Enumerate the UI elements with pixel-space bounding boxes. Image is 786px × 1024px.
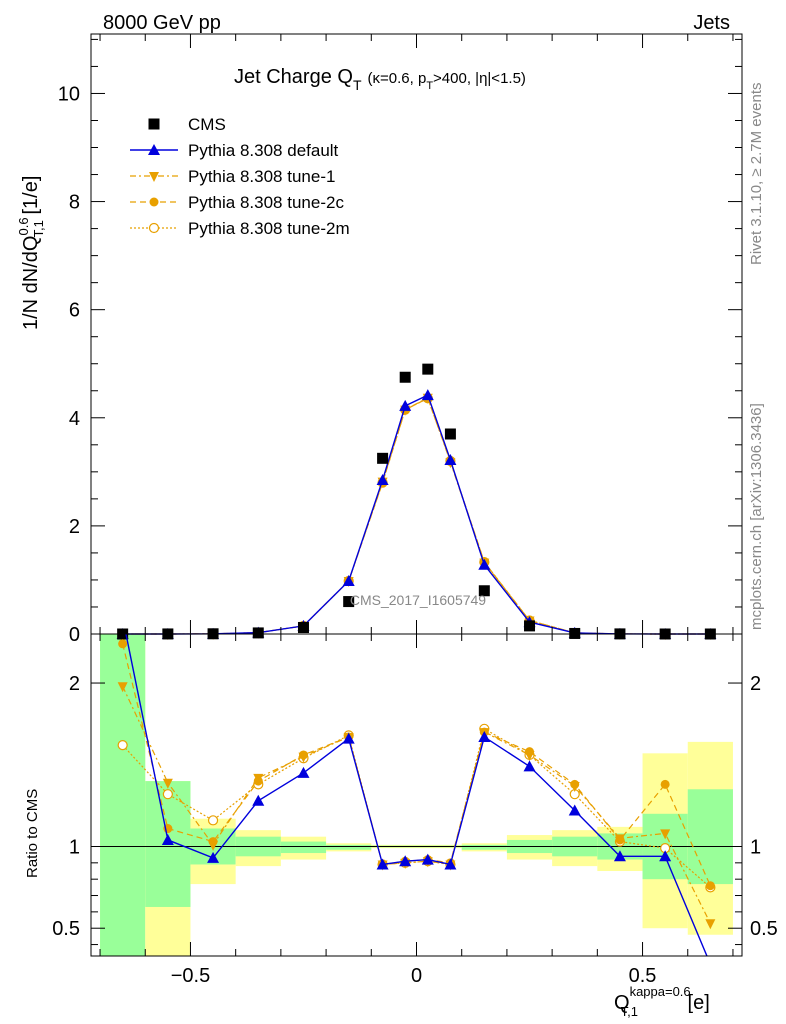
legend-label-tune2m: Pythia 8.308 tune-2m [188,219,350,238]
main-point-cms [478,585,490,597]
ratio-point-tune1 [614,834,625,845]
main-y-tick-label: 0 [69,624,80,646]
ratio-point-tune1 [117,682,128,693]
main-point-default [376,473,389,485]
ratio-line-default [125,634,708,956]
ratio-point-default [613,850,626,862]
legend-marker-cms [148,118,160,130]
legend-label-tune1: Pythia 8.308 tune-1 [188,167,335,186]
legend-marker-default [148,144,160,155]
ratio-y-tick-label-right: 2 [750,673,761,695]
ratio-point-default [297,766,310,778]
ratio-plot-series [117,634,716,956]
ratio-point-tune1 [162,778,173,789]
x-tick-label: −0.5 [171,965,210,987]
watermark-text: CMS_2017_I1605749 [350,592,486,608]
ratio-point-tune2c [118,639,128,649]
band-green-12 [687,789,733,885]
y-axis-label: 1/N dN/dQ0.6T,1 [1/e] [16,176,46,330]
ratio-point-default [252,794,265,806]
ratio-point-tune2c [705,881,715,891]
ratio-point-tune1 [569,782,580,793]
header-left: 8000 GeV pp [103,12,221,34]
rivet-label: Rivet 3.1.10, ≥ 2.7M events [748,83,765,266]
ratio-point-default [444,858,457,870]
ratio-point-default [568,804,581,816]
main-y-tick-label: 10 [58,83,80,105]
main-point-cms [524,620,536,632]
ratio-point-default [523,760,536,772]
ratio-point-tune2m [117,740,128,751]
x-axis-label: Qkappa=0.6 T,1 [e] [614,984,710,1019]
ratio-y-tick-label-right: 1 [750,836,761,858]
main-point-cms [422,363,434,375]
main-point-cms [399,371,411,383]
ratio-line-tune2c [122,643,711,886]
main-y-tick-label: 6 [69,300,80,322]
main-point-default [342,575,355,587]
ratio-point-tune1 [298,752,309,763]
band-green-0 [100,634,146,956]
ratio-y-tick-label-right: 0.5 [750,918,778,940]
legend-label-cms: CMS [188,115,226,134]
ratio-point-default [421,853,434,865]
main-y-tick-label: 8 [69,192,80,214]
ratio-point-tune1 [253,773,264,784]
legend-marker-tune2c [149,197,159,207]
main-point-cms [297,622,309,634]
main-point-default [444,453,457,465]
ratio-point-tune1 [660,829,671,840]
ratio-uncertainty-bands [91,634,742,956]
ratio-point-default [161,833,174,845]
main-point-cms [377,452,389,464]
main-point-default [478,558,491,570]
ratio-point-default [376,858,389,870]
ratio-line-tune1 [122,686,711,924]
ratio-point-tune1 [705,919,716,930]
ratio-y-axis-label: Ratio to CMS [24,789,41,878]
ratio-point-tune2c [660,779,670,789]
ratio-point-tune1 [524,750,535,761]
band-green-4 [280,841,327,854]
main-point-default [421,389,434,401]
mcplots-label: mcplots.cern.ch [arXiv:1306.3436] [748,403,765,630]
main-point-cms [569,627,581,639]
x-tick-label: 0 [411,965,422,987]
band-green-5 [326,844,372,850]
ratio-point-default [478,730,491,742]
ratio-point-tune1 [208,840,219,851]
ratio-point-tune2m [162,789,173,800]
ratio-point-tune2m [207,815,219,826]
header-right: Jets [693,12,730,34]
ratio-line-tune2m [122,727,711,888]
x-tick-label: 0.5 [629,965,657,987]
legend-marker-tune2m [148,222,160,234]
ratio-y-tick-label: 0.5 [52,918,80,940]
ratio-point-default [399,855,412,867]
legend: CMS Pythia 8.308 default Pythia 8.308 tune… [130,115,350,238]
ratio-point-default [342,732,355,744]
plot-title: Jet Charge QT (κ=0.6, pT>400, |η|<1.5) [234,66,526,93]
main-y-tick-label: 2 [69,516,80,538]
legend-label-default: Pythia 8.308 default [188,141,339,160]
ratio-y-tick-label: 1 [69,836,80,858]
legend-label-tune2c: Pythia 8.308 tune-2c [188,193,344,212]
main-y-tick-label: 4 [69,408,80,430]
main-point-default [399,399,412,411]
ratio-point-default [659,850,672,862]
legend-marker-tune1 [149,172,159,182]
main-point-cms [252,627,264,639]
main-point-cms [343,596,355,608]
axis-tick-labels: −0.5 0 0.5 0 2 4 6 8 10 0.5 0.5 1 1 2 2 [52,83,778,987]
main-point-cms [444,428,456,440]
ratio-y-tick-label: 2 [69,673,80,695]
ratio-point-default [207,851,220,863]
band-green-7 [461,844,507,850]
axis-ticks [91,34,742,956]
